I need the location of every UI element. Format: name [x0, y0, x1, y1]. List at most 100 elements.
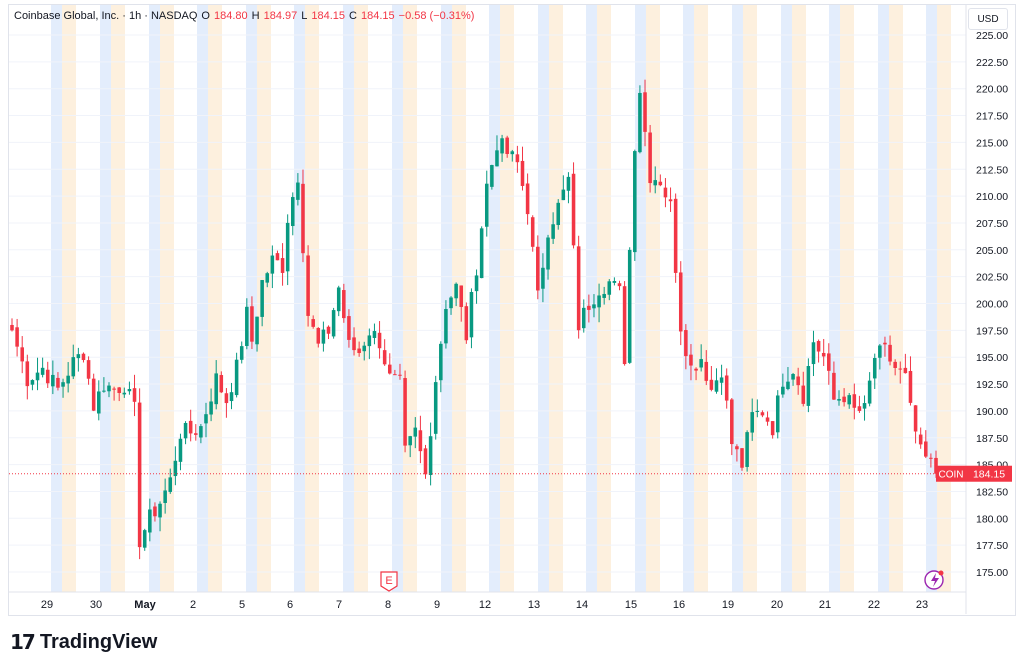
x-tick-label: 9	[434, 599, 440, 611]
candle-body	[449, 297, 453, 309]
x-tick-label: 8	[385, 599, 391, 611]
afterhours-band	[792, 5, 806, 592]
candle-body	[689, 354, 693, 366]
candle-body	[581, 307, 586, 329]
candle-body	[30, 380, 35, 385]
candle-body	[745, 432, 749, 467]
x-tick-label: 14	[576, 599, 588, 611]
candle-body	[142, 530, 147, 548]
candle-body	[775, 395, 780, 433]
grid-lines	[9, 34, 966, 573]
low-label: L	[301, 10, 308, 22]
candle-body	[755, 410, 760, 412]
candle-body	[622, 286, 627, 365]
y-tick-label: 210.00	[976, 191, 1008, 203]
flash-dot	[938, 570, 944, 576]
brand[interactable]: 17 TradingView	[10, 630, 157, 654]
premarket-band	[489, 5, 500, 592]
candle-body	[490, 165, 494, 187]
candle-body	[306, 255, 310, 316]
y-tick-label: 180.00	[976, 513, 1008, 525]
candle-body	[530, 217, 535, 247]
candle-body	[607, 281, 612, 295]
earnings-icon[interactable]: E	[380, 571, 398, 592]
candle-body	[61, 382, 65, 387]
currency-button[interactable]: USD	[968, 8, 1008, 30]
afterhours-band	[500, 5, 514, 592]
candle-body	[97, 391, 101, 414]
candle-body	[117, 387, 121, 393]
candle-body	[20, 347, 24, 362]
candle-body	[852, 394, 857, 408]
candle-body	[898, 368, 903, 370]
afterhours-band	[743, 5, 757, 592]
candle-body	[393, 374, 397, 376]
candle-body	[372, 331, 377, 338]
candle-body	[35, 372, 40, 381]
x-tick-label: 19	[722, 599, 734, 611]
flash-icon[interactable]	[924, 570, 944, 590]
candle-body	[643, 92, 647, 132]
afterhours-band	[257, 5, 271, 592]
candle-body	[428, 436, 433, 476]
candle-body	[183, 422, 188, 439]
candle-body	[229, 392, 234, 402]
candle-body	[444, 309, 448, 344]
y-tick-label: 222.50	[976, 57, 1008, 69]
x-tick-label: 13	[528, 599, 540, 611]
candle-body	[878, 345, 882, 358]
candle-body	[148, 509, 152, 533]
premarket-band	[538, 5, 549, 592]
candle-body	[209, 401, 213, 415]
candle-body	[617, 283, 622, 287]
candle-body	[648, 132, 652, 184]
candle-body	[127, 388, 132, 392]
low-value: 184.15	[311, 10, 346, 22]
y-tick-label: 207.50	[976, 218, 1008, 230]
candle-body	[612, 280, 617, 283]
candle-body	[796, 376, 800, 386]
candle-body	[316, 327, 321, 344]
candle-body	[382, 350, 387, 365]
candle-body	[724, 375, 729, 401]
candle-body	[888, 344, 892, 362]
candle-body	[571, 173, 576, 246]
chart-frame	[8, 4, 1016, 616]
candle-body	[433, 382, 438, 434]
candle-body	[735, 446, 739, 450]
y-tick-label: 197.50	[976, 325, 1008, 337]
candle-body	[178, 438, 183, 462]
candle-body	[40, 367, 45, 375]
y-tick-label: 212.50	[976, 164, 1008, 176]
y-tick-label: 220.00	[976, 84, 1008, 96]
premarket-band	[586, 5, 597, 592]
candle-body	[525, 183, 530, 215]
candle-body	[137, 402, 142, 548]
afterhours-band	[403, 5, 417, 592]
candle-body	[158, 503, 162, 518]
premarket-band	[878, 5, 889, 592]
open-value: 184.80	[213, 10, 248, 22]
candle-body	[842, 396, 846, 403]
candle-body	[224, 393, 229, 404]
close-value: 184.15	[360, 10, 395, 22]
candle-body	[71, 357, 76, 377]
candle-body	[418, 430, 423, 452]
candle-body	[781, 386, 785, 395]
candle-body	[714, 380, 719, 392]
afterhours-band	[111, 5, 125, 592]
candle-body	[102, 390, 106, 392]
candle-body	[704, 361, 709, 381]
candle-body	[673, 198, 678, 273]
candle-body	[668, 199, 673, 202]
x-tick-label: 5	[239, 599, 245, 611]
candle-body	[153, 506, 157, 517]
candle-body	[10, 324, 14, 331]
x-tick-label: 29	[41, 599, 53, 611]
x-tick-label: 20	[771, 599, 783, 611]
y-tick-label: 192.50	[976, 379, 1008, 391]
earnings-marker-label: E	[385, 575, 392, 587]
y-tick-label: 177.50	[976, 540, 1008, 552]
open-label: O	[201, 10, 210, 22]
